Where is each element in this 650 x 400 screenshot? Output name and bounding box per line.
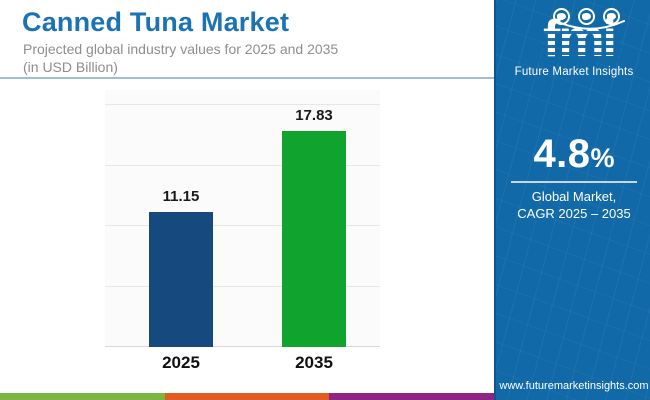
gridline-0 <box>105 346 380 347</box>
x-axis-labels: 2025 2035 <box>105 353 380 375</box>
subtitle-line-2: (in USD Billion) <box>23 59 118 75</box>
logo-tagline: Future Market Insights <box>514 66 634 78</box>
wordmark-stripe <box>536 31 622 34</box>
fmi-wordmark: fmi <box>536 13 622 66</box>
wordmark-stripe <box>536 38 622 41</box>
western-hemisphere-globe-icon <box>603 8 620 25</box>
page-subtitle: Projected global industry values for 202… <box>23 40 338 76</box>
x-axis-label-2025: 2025 <box>162 353 200 372</box>
cagr-stat: 4.8% <box>496 132 650 177</box>
bar-2025 <box>149 212 213 347</box>
swoosh-arc-icon <box>553 19 625 30</box>
eastern-hemisphere-globe-icon <box>578 8 595 25</box>
footer-color-bar <box>0 393 495 400</box>
wordmark-stripe <box>536 59 622 62</box>
header-divider <box>0 77 494 79</box>
footer-color-segment-2 <box>164 393 330 400</box>
cagr-caption: Global Market, CAGR 2025 – 2035 <box>496 189 650 222</box>
footer-color-segment-1 <box>0 393 165 400</box>
gridline-5 <box>105 285 380 287</box>
x-axis-label-2035: 2035 <box>295 353 333 372</box>
footer-color-segment-3 <box>329 393 495 400</box>
page-title: Canned Tuna Market <box>22 7 290 37</box>
bar-value-label-2035: 17.83 <box>295 107 333 125</box>
gridline-15 <box>105 164 380 166</box>
bar-value-label-2025: 11.15 <box>162 188 200 206</box>
wordmark-stripe <box>536 45 622 48</box>
bar-2035 <box>282 131 346 347</box>
cagr-value: 4.8 <box>533 132 591 176</box>
subtitle-line-1: Projected global industry values for 202… <box>23 41 339 57</box>
stat-divider <box>511 181 637 183</box>
cagr-percent-sign: % <box>590 143 615 173</box>
gridline-10 <box>105 225 380 226</box>
brand-sidebar: fmi Future Market Insights 4.8% Global M… <box>494 0 650 400</box>
website-url: www.futuremarketinsights.com <box>499 380 649 392</box>
bar-chart-plot-area: 11.15 17.83 <box>105 90 380 347</box>
fmi-logo: fmi Future Market Insights <box>496 4 650 82</box>
cagr-caption-line-1: Global Market, <box>531 189 617 204</box>
gridline-20 <box>105 104 380 105</box>
wordmark-stripe <box>536 52 622 55</box>
cagr-caption-line-2: CAGR 2025 – 2035 <box>517 205 631 221</box>
